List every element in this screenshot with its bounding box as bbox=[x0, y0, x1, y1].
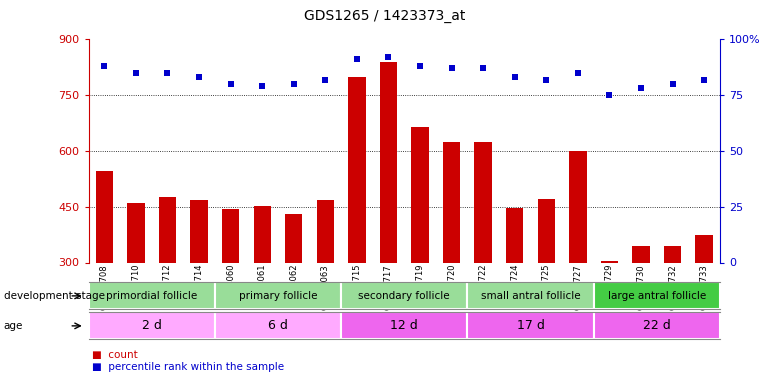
Bar bbox=[695, 235, 713, 262]
Bar bbox=[89, 262, 720, 300]
Text: 17 d: 17 d bbox=[517, 320, 544, 332]
Bar bbox=[341, 282, 467, 309]
Text: development stage: development stage bbox=[4, 291, 105, 301]
Bar bbox=[95, 171, 113, 262]
Bar bbox=[215, 282, 341, 309]
Text: large antral follicle: large antral follicle bbox=[608, 291, 706, 301]
Text: primordial follicle: primordial follicle bbox=[106, 291, 197, 301]
Text: ■  count: ■ count bbox=[92, 350, 138, 360]
Bar bbox=[380, 62, 397, 262]
Bar bbox=[253, 206, 271, 262]
Text: GDS1265 / 1423373_at: GDS1265 / 1423373_at bbox=[304, 9, 466, 23]
Bar bbox=[506, 208, 524, 262]
Bar bbox=[341, 312, 467, 339]
Bar bbox=[474, 142, 492, 262]
Text: secondary follicle: secondary follicle bbox=[359, 291, 450, 301]
Bar bbox=[594, 312, 720, 339]
Bar bbox=[215, 312, 341, 339]
Bar bbox=[594, 282, 720, 309]
Bar bbox=[285, 214, 303, 262]
Bar bbox=[89, 312, 215, 339]
Bar bbox=[537, 199, 555, 262]
Bar bbox=[467, 312, 594, 339]
Text: 22 d: 22 d bbox=[643, 320, 671, 332]
Bar bbox=[159, 197, 176, 262]
Bar bbox=[632, 246, 650, 262]
Text: age: age bbox=[4, 321, 23, 331]
Text: 2 d: 2 d bbox=[142, 320, 162, 332]
Text: 6 d: 6 d bbox=[268, 320, 288, 332]
Bar bbox=[569, 151, 587, 262]
Bar bbox=[411, 127, 429, 262]
Text: primary follicle: primary follicle bbox=[239, 291, 317, 301]
Text: ■  percentile rank within the sample: ■ percentile rank within the sample bbox=[92, 362, 285, 372]
Bar bbox=[348, 76, 366, 262]
Text: 12 d: 12 d bbox=[390, 320, 418, 332]
Bar bbox=[190, 200, 208, 262]
Bar bbox=[664, 246, 681, 262]
Bar bbox=[222, 209, 239, 262]
Text: small antral follicle: small antral follicle bbox=[480, 291, 581, 301]
Bar bbox=[443, 142, 460, 262]
Bar bbox=[467, 282, 594, 309]
Bar bbox=[127, 203, 145, 262]
Bar bbox=[89, 282, 215, 309]
Bar bbox=[601, 261, 618, 262]
Bar bbox=[316, 200, 334, 262]
